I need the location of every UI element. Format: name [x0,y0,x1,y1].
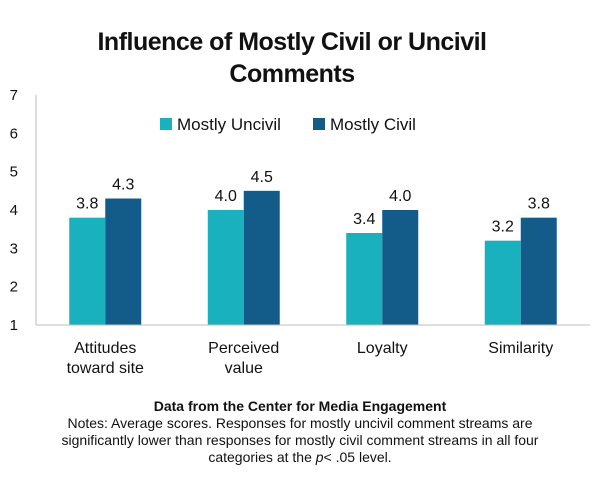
legend-swatch [313,118,325,130]
p-value-symbol: p [315,449,324,465]
data-label: 3.8 [76,196,98,213]
y-tick-label: 6 [10,125,18,142]
chart-legend: Mostly Uncivil Mostly Civil [160,115,416,134]
y-tick-label: 2 [10,279,18,296]
legend-swatch [160,118,172,130]
y-tick-label: 1 [10,317,18,334]
bar-mostly-civil [105,198,142,325]
bar-mostly-uncivil [346,233,383,325]
x-category-label: value [225,360,263,377]
x-axis: Attitudes toward site Perceived value Loyalt… [36,324,590,377]
data-label: 3.2 [492,219,514,236]
data-label: 4.3 [112,177,134,194]
notes-line-3-start: categories at the [208,449,312,465]
bars [69,190,557,325]
x-category-label: Perceived [208,340,279,357]
y-tick-label: 4 [10,202,18,219]
legend-label: Mostly Civil [330,115,416,134]
y-tick-label: 3 [10,240,18,257]
source-note: Data from the Center for Media Engagemen… [153,398,447,414]
data-label: 3.4 [353,211,375,228]
data-label: 4.5 [251,169,273,186]
x-category-label: Loyalty [357,340,408,357]
data-label: 4.0 [389,188,411,205]
y-tick-label: 5 [10,164,18,181]
bar-mostly-uncivil [207,210,244,325]
notes-line-3-end: < .05 level. [323,449,392,465]
notes-line-1: Notes: Average scores. Responses for mos… [67,415,533,431]
chart-title-line-1: Influence of Mostly Civil or Uncivil [97,28,486,56]
bar-mostly-uncivil [69,217,106,325]
notes-line-3: categories at the p< .05 level. [0,449,600,466]
y-axis: 1 2 3 4 5 6 7 [10,87,37,334]
chart-title-line-2: Comments [229,60,354,88]
data-labels: 3.8 4.3 4.0 4.5 3.4 4.0 3.2 3.8 [76,169,550,236]
bar-mostly-civil [382,210,419,325]
x-category-label: toward site [67,360,144,377]
chart-notes: Data from the Center for Media Engagemen… [0,398,600,466]
x-category-label: Attitudes [74,340,136,357]
bar-chart: Influence of Mostly Civil or Uncivil Com… [10,28,590,377]
data-label: 3.8 [528,196,550,213]
legend-label: Mostly Uncivil [177,115,281,134]
data-label: 4.0 [215,188,237,205]
y-tick-label: 7 [10,87,18,104]
bar-mostly-civil [243,190,280,325]
x-category-label: Similarity [488,340,553,357]
notes-line-2: significantly lower than responses for m… [61,432,539,448]
bar-mostly-civil [520,217,557,325]
bar-mostly-uncivil [484,240,521,325]
